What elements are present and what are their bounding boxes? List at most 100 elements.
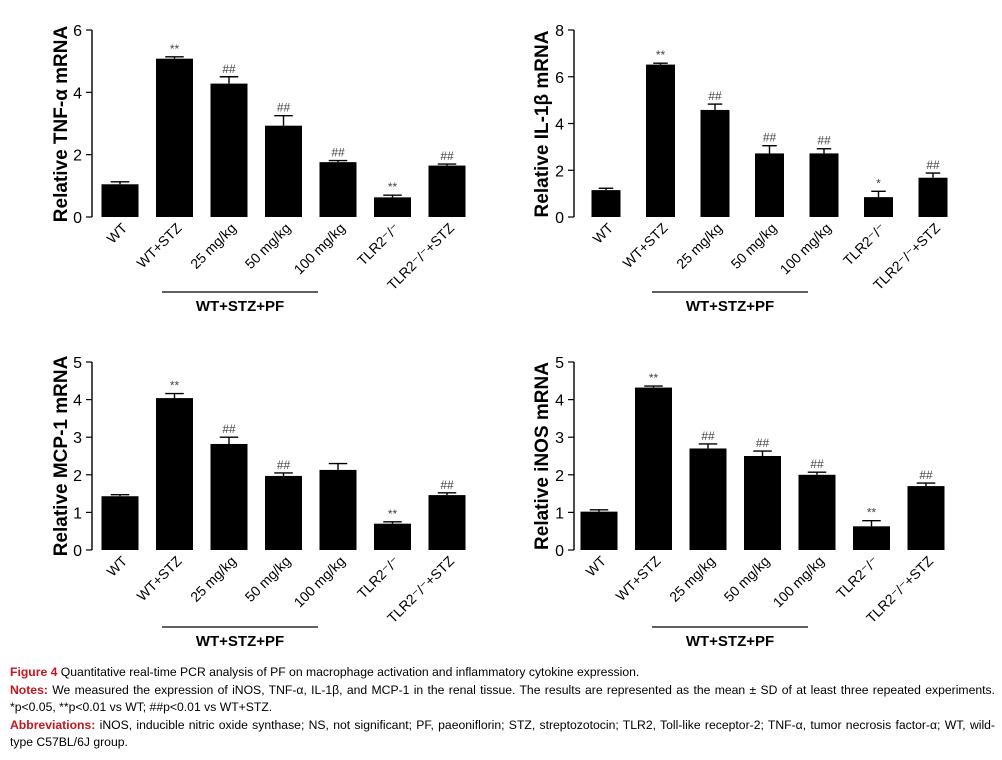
y-axis-label: Relative IL-1β mRNA (532, 30, 553, 217)
y-tick-label: 2 (555, 163, 564, 180)
category-label: 100 mg/kg (777, 220, 835, 278)
bar-2 (646, 65, 675, 217)
figure-caption: Figure 4 Quantitative real-time PCR anal… (10, 664, 995, 752)
significance-label: ## (277, 458, 291, 472)
significance-label: ## (763, 131, 777, 145)
y-tick-label: 3 (555, 430, 564, 447)
category-label: WT (589, 219, 616, 246)
bar-5 (810, 153, 839, 217)
bar-6 (374, 197, 411, 217)
caption-title-text: Quantitative real-time PCR analysis of P… (61, 665, 640, 679)
category-label: 50 mg/kg (242, 553, 294, 605)
y-tick-label: 4 (73, 393, 82, 410)
bar-3 (211, 444, 248, 550)
significance-label: ** (388, 507, 398, 521)
y-tick-label: 1 (555, 505, 564, 522)
y-tick-label: 4 (73, 85, 82, 102)
category-label: 25 mg/kg (187, 553, 239, 605)
y-tick-label: 6 (555, 70, 564, 87)
caption-abbreviations-line: Abbreviations: iNOS, inducible nitric ox… (10, 717, 995, 752)
bar-1 (102, 184, 139, 217)
bar-7 (908, 486, 945, 550)
significance-label: ## (440, 149, 454, 163)
category-label: 50 mg/kg (728, 220, 780, 272)
significance-label: ## (440, 478, 454, 492)
group-label: WT+STZ+PF (686, 633, 774, 650)
bar-3 (211, 84, 248, 217)
bar-2 (635, 388, 672, 550)
y-axis-label: Relative MCP-1 mRNA (51, 355, 72, 556)
bar-6 (864, 197, 893, 217)
significance-label: ** (649, 371, 659, 385)
bar-3 (690, 448, 727, 550)
bar-1 (102, 496, 139, 550)
caption-abbreviations-label: Abbreviations: (10, 718, 95, 732)
y-tick-label: 5 (73, 355, 82, 372)
group-label: WT+STZ+PF (196, 633, 284, 650)
y-tick-label: 4 (555, 117, 564, 134)
category-label: TLR2⁻/⁻ (354, 220, 403, 269)
category-label: 25 mg/kg (187, 220, 239, 272)
caption-notes-text: We measured the expression of iNOS, TNF-… (10, 683, 995, 715)
y-tick-label: 5 (555, 355, 564, 372)
category-label: WT (103, 219, 130, 246)
category-label: 50 mg/kg (242, 220, 294, 272)
category-label: 25 mg/kg (666, 553, 718, 605)
category-label: WT+STZ (133, 219, 184, 270)
group-label: WT+STZ+PF (196, 298, 284, 315)
y-tick-label: 8 (555, 23, 564, 40)
category-label: 100 mg/kg (770, 553, 828, 611)
caption-notes-line: Notes: We measured the expression of iNO… (10, 682, 995, 717)
significance-label: ** (656, 48, 666, 62)
bar-5 (799, 475, 836, 550)
bar-2 (156, 398, 193, 550)
bar-4 (744, 456, 781, 550)
significance-label: ## (756, 436, 770, 450)
bar-1 (581, 512, 618, 550)
significance-label: ## (701, 429, 715, 443)
y-tick-label: 0 (555, 543, 564, 560)
significance-label: ## (331, 146, 345, 160)
y-tick-label: 0 (73, 210, 82, 227)
y-tick-label: 6 (73, 23, 82, 40)
category-label: TLR2⁻/⁻ (354, 553, 403, 602)
bar-5 (320, 470, 357, 550)
category-label: 100 mg/kg (291, 553, 349, 611)
caption-notes-label: Notes: (10, 683, 48, 697)
category-label: WT+STZ (133, 552, 184, 603)
bar-7 (429, 495, 466, 550)
y-axis-label: Relative TNF-α mRNA (51, 26, 72, 223)
significance-label: ## (222, 422, 236, 436)
caption-title-line: Figure 4 Quantitative real-time PCR anal… (10, 664, 995, 682)
y-tick-label: 2 (73, 468, 82, 485)
category-label: TLR2⁻/⁻ (833, 553, 882, 602)
y-tick-label: 4 (555, 393, 564, 410)
bar-7 (919, 178, 948, 217)
category-label: WT (582, 552, 609, 579)
significance-label: ## (810, 457, 824, 471)
significance-label: ## (926, 158, 940, 172)
significance-label: ## (708, 89, 722, 103)
y-axis-label: Relative iNOS mRNA (532, 362, 553, 550)
significance-label: ## (817, 134, 831, 148)
bar-5 (320, 162, 357, 217)
category-label: 25 mg/kg (673, 220, 725, 272)
bar-7 (429, 166, 466, 217)
category-label: 100 mg/kg (291, 220, 349, 278)
significance-label: ** (170, 379, 180, 393)
y-tick-label: 0 (555, 210, 564, 227)
caption-figure-label: Figure 4 (10, 665, 57, 679)
bar-4 (265, 126, 302, 217)
category-label: WT+STZ (612, 552, 663, 603)
significance-label: ## (277, 101, 291, 115)
category-label: TLR2⁻/⁻ (840, 220, 889, 269)
significance-label: ** (867, 506, 877, 520)
y-tick-label: 2 (555, 468, 564, 485)
y-tick-label: 3 (73, 430, 82, 447)
significance-label: ## (919, 468, 933, 482)
bar-6 (374, 524, 411, 550)
